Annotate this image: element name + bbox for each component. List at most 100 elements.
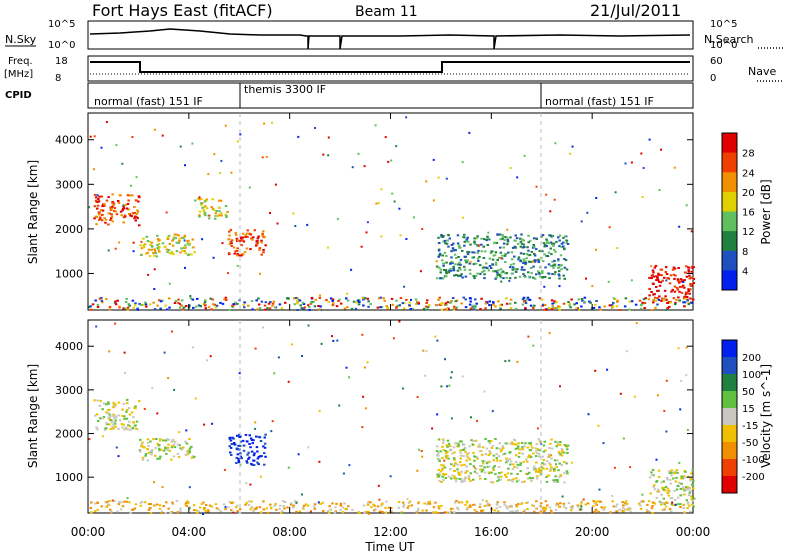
echo-cell bbox=[444, 477, 447, 479]
ground-scatter-cell bbox=[282, 500, 285, 503]
echo-cell bbox=[475, 456, 479, 459]
ground-scatter-cell bbox=[224, 296, 228, 299]
echo-cell bbox=[521, 452, 524, 455]
echo-cell bbox=[439, 450, 442, 453]
echo-cell bbox=[688, 487, 692, 490]
scatter-cell bbox=[126, 497, 129, 499]
echo-cell bbox=[197, 197, 200, 200]
ground-scatter-cell bbox=[670, 510, 673, 513]
ground-scatter-cell bbox=[313, 305, 317, 308]
echo-cell bbox=[691, 469, 694, 472]
ground-scatter-cell bbox=[398, 304, 401, 307]
scatter-cell bbox=[188, 486, 191, 489]
ground-scatter-cell bbox=[210, 505, 214, 508]
echo-cell bbox=[127, 407, 131, 409]
scatter-cell bbox=[682, 281, 685, 283]
scatter-cell bbox=[384, 136, 387, 139]
ground-scatter-cell bbox=[683, 511, 686, 514]
echo-cell bbox=[692, 487, 695, 490]
ground-scatter-cell bbox=[446, 301, 450, 304]
echo-cell bbox=[681, 279, 684, 282]
scatter-cell bbox=[660, 148, 662, 151]
echo-cell bbox=[555, 240, 558, 243]
ground-scatter-cell bbox=[169, 511, 172, 514]
echo-cell bbox=[458, 261, 461, 264]
scatter-cell bbox=[194, 397, 197, 400]
echo-cell bbox=[257, 463, 260, 466]
echo-cell bbox=[530, 250, 534, 253]
ground-scatter-cell bbox=[379, 296, 382, 299]
echo-cell bbox=[550, 438, 553, 441]
echo-cell bbox=[441, 445, 444, 448]
echo-cell bbox=[548, 277, 551, 280]
echo-cell bbox=[126, 202, 130, 205]
echo-cell bbox=[674, 301, 677, 304]
echo-cell bbox=[542, 260, 545, 263]
ground-scatter-cell bbox=[250, 500, 253, 503]
echo-cell bbox=[123, 214, 127, 217]
echo-cell bbox=[480, 470, 484, 473]
echo-cell bbox=[490, 440, 493, 443]
echo-cell bbox=[101, 205, 104, 208]
echo-cell bbox=[522, 260, 526, 263]
ground-scatter-cell bbox=[603, 305, 606, 308]
scatter-cell bbox=[363, 165, 366, 168]
echo-cell bbox=[110, 421, 113, 424]
nave-label: Nave bbox=[748, 65, 776, 78]
echo-cell bbox=[96, 420, 100, 422]
echo-cell bbox=[141, 441, 144, 444]
freq-panel-frame bbox=[87, 55, 694, 82]
echo-cell bbox=[129, 428, 132, 431]
echo-cell bbox=[128, 212, 131, 215]
ground-scatter-cell bbox=[104, 501, 107, 504]
echo-cell bbox=[501, 233, 504, 236]
echo-cell bbox=[549, 469, 552, 472]
echo-cell bbox=[505, 475, 508, 478]
ground-scatter-cell bbox=[570, 507, 574, 510]
echo-cell bbox=[499, 246, 502, 249]
echo-cell bbox=[536, 448, 539, 451]
echo-cell bbox=[170, 446, 174, 449]
echo-cell bbox=[655, 279, 658, 281]
ground-scatter-cell bbox=[645, 509, 649, 511]
ground-scatter-cell bbox=[650, 309, 654, 312]
scatter-cell bbox=[307, 446, 310, 449]
echo-cell bbox=[454, 477, 458, 480]
echo-cell bbox=[145, 252, 148, 255]
scatter-cell bbox=[227, 272, 229, 275]
echo-cell bbox=[162, 449, 166, 452]
echo-cell bbox=[198, 198, 202, 201]
echo-cell bbox=[131, 427, 134, 430]
echo-cell bbox=[541, 276, 544, 279]
echo-cell bbox=[172, 455, 176, 458]
scatter-cell bbox=[366, 221, 369, 224]
echo-cell bbox=[472, 275, 475, 278]
scatter-cell bbox=[274, 183, 277, 186]
ground-scatter-cell bbox=[232, 303, 235, 306]
ground-scatter-cell bbox=[266, 511, 270, 514]
scatter-cell bbox=[378, 498, 381, 501]
echo-cell bbox=[495, 459, 499, 462]
echo-cell bbox=[465, 465, 468, 468]
scatter-cell bbox=[365, 231, 368, 234]
echo-cell bbox=[513, 439, 517, 442]
scatter-cell bbox=[580, 505, 583, 508]
ground-scatter-cell bbox=[653, 502, 657, 505]
scatter-cell bbox=[143, 407, 146, 410]
echo-cell bbox=[187, 253, 191, 256]
ground-scatter-cell bbox=[153, 504, 156, 507]
ground-scatter-cell bbox=[526, 296, 530, 299]
echo-cell bbox=[480, 237, 483, 240]
echo-cell bbox=[264, 433, 267, 436]
echo-cell bbox=[688, 277, 691, 280]
ground-scatter-cell bbox=[577, 298, 580, 301]
echo-cell bbox=[240, 457, 243, 460]
ground-scatter-cell bbox=[367, 510, 370, 513]
echo-cell bbox=[473, 470, 477, 473]
echo-cell bbox=[550, 236, 553, 238]
echo-cell bbox=[450, 250, 453, 253]
echo-cell bbox=[507, 251, 510, 254]
echo-cell bbox=[452, 269, 456, 272]
ground-scatter-cell bbox=[367, 305, 370, 308]
ground-scatter-cell bbox=[207, 510, 210, 513]
